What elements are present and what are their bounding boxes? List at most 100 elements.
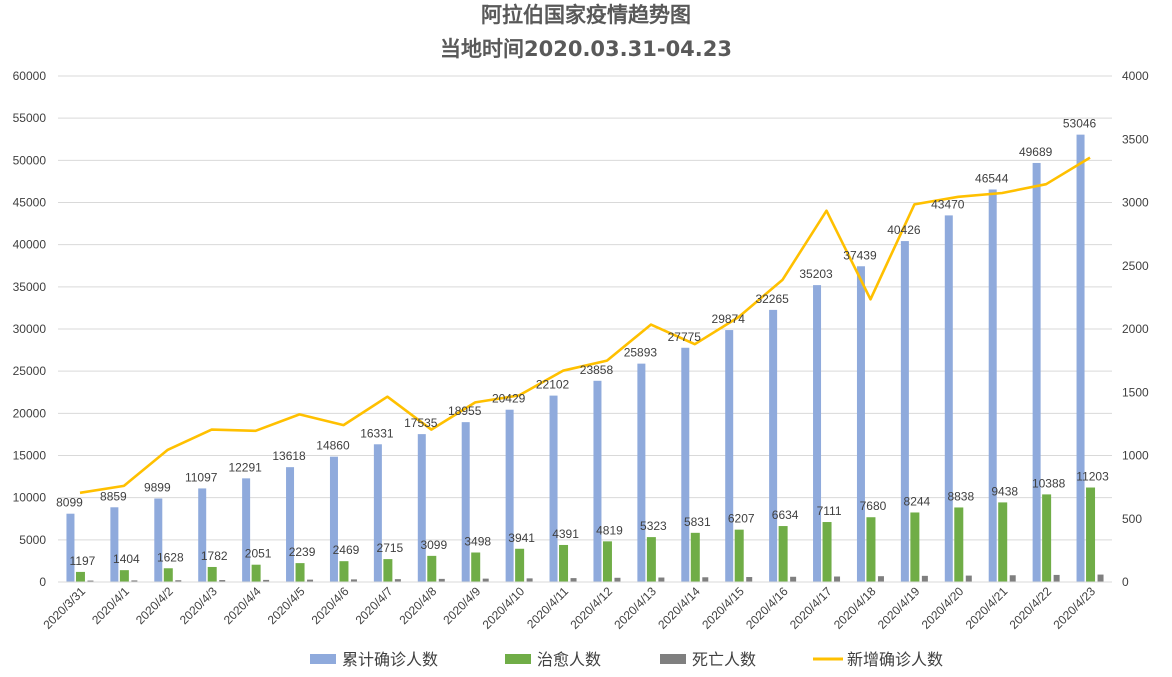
x-tick-label: 2020/4/13 [611,584,659,632]
data-label: 9899 [144,481,171,495]
bar-治愈人数 [778,526,788,582]
chart-subtitle: 当地时间2020.03.31-04.23 [440,37,732,61]
bar-死亡人数 [1097,574,1104,582]
data-label: 1197 [70,554,96,568]
right-y-tick-label: 2500 [1122,259,1149,273]
x-tick-label: 2020/3/31 [40,584,88,632]
data-label: 2051 [245,547,272,561]
bar-治愈人数 [998,502,1008,582]
bar-治愈人数 [119,570,129,582]
x-tick-label: 2020/4/9 [440,584,483,627]
bar-死亡人数 [790,576,797,582]
data-label: 22102 [536,378,570,392]
left-y-tick-label: 50000 [13,153,47,167]
data-label: 49689 [1019,145,1053,159]
bar-治愈人数 [163,568,173,582]
x-tick-label: 2020/4/14 [655,584,703,632]
data-label: 14860 [316,439,350,453]
bar-治愈人数 [690,532,700,582]
right-y-tick-label: 4000 [1122,69,1149,83]
x-tick-label: 2020/4/15 [699,584,747,632]
x-tick-label: 2020/4/11 [524,584,571,631]
bar-累计确诊人数 [900,241,909,582]
data-label: 37439 [843,248,877,262]
x-tick-label: 2020/4/6 [309,584,352,627]
right-y-tick-label: 500 [1122,512,1142,526]
x-tick-label: 2020/4/21 [963,584,1011,632]
bar-累计确诊人数 [813,285,822,582]
data-label: 11203 [1076,470,1109,484]
right-y-tick-label: 1500 [1122,385,1149,399]
bar-死亡人数 [570,578,577,582]
bar-死亡人数 [834,576,841,582]
left-y-tick-label: 0 [39,575,46,589]
bar-死亡人数 [1053,574,1060,582]
bar-累计确诊人数 [286,467,295,582]
data-label: 6634 [772,508,799,522]
left-y-axis: 0 5000 10000 15000 20000 25000 30000 35000 40000… [13,69,47,589]
left-y-tick-label: 15000 [13,449,47,463]
line-series [79,156,1091,495]
data-label: 2239 [289,545,316,559]
data-label: 32265 [755,292,789,306]
x-tick-label: 2020/4/10 [480,584,528,632]
right-y-tick-label: 0 [1122,575,1129,589]
right-y-tick-label: 3500 [1122,132,1149,146]
legend-label: 新增确诊人数 [847,650,943,669]
bar-累计确诊人数 [1032,162,1041,582]
bar-治愈人数 [295,563,305,582]
data-label: 1628 [157,550,184,564]
left-y-tick-label: 35000 [13,280,47,294]
data-label: 3498 [464,535,491,549]
left-y-tick-label: 60000 [13,69,47,83]
bar-死亡人数 [87,580,94,582]
bar-累计确诊人数 [417,434,426,582]
data-labels: 8099 8859 9899 11097 12291 13618 14860 16331 175… [56,117,1109,568]
data-label: 35203 [799,267,833,281]
data-label: 2469 [333,543,360,557]
left-y-tick-label: 10000 [13,491,47,505]
gridlines [58,75,1112,583]
data-label: 7680 [860,499,887,513]
bar-累计确诊人数 [110,507,119,582]
bar-累计确诊人数 [637,363,646,582]
data-label: 4819 [596,523,623,537]
bar-累计确诊人数 [549,395,558,582]
bar-死亡人数 [394,579,401,582]
bar-死亡人数 [482,578,489,582]
bar-累计确诊人数 [66,513,75,582]
bar-治愈人数 [646,537,656,582]
right-y-tick-label: 3000 [1122,196,1149,210]
x-tick-label: 2020/4/4 [221,584,264,627]
bar-死亡人数 [219,580,226,582]
data-label: 6207 [728,512,755,526]
bar-累计确诊人数 [461,422,470,582]
bar-累计确诊人数 [242,478,251,582]
bar-治愈人数 [866,517,876,582]
data-label: 12291 [228,460,262,474]
data-label: 1404 [113,552,140,566]
legend-label: 死亡人数 [692,650,756,669]
bar-死亡人数 [746,577,753,582]
bar-累计确诊人数 [944,215,953,582]
x-axis: 2020/3/31 2020/4/1 2020/4/2 2020/4/3 2020/4/… [40,581,1112,632]
data-label: 5831 [684,515,711,529]
bar-死亡人数 [921,575,928,582]
bar-治愈人数 [1086,487,1096,582]
bar-死亡人数 [175,580,182,582]
bar-治愈人数 [383,559,393,582]
bar-死亡人数 [877,576,884,582]
bar-治愈人数 [954,507,964,582]
bar-累计确诊人数 [373,444,382,582]
data-label: 3941 [508,531,535,545]
legend: 累计确诊人数 治愈人数 死亡人数 新增确诊人数 [310,650,943,669]
data-label: 17535 [404,416,438,430]
left-y-tick-label: 40000 [13,238,47,252]
x-tick-label: 2020/4/2 [133,584,176,627]
data-label: 7111 [817,504,842,518]
bar-累计确诊人数 [856,266,865,582]
data-label: 43470 [931,197,965,211]
x-tick-label: 2020/4/17 [787,584,835,632]
legend-swatch [310,654,336,664]
data-label: 10388 [1032,476,1066,490]
